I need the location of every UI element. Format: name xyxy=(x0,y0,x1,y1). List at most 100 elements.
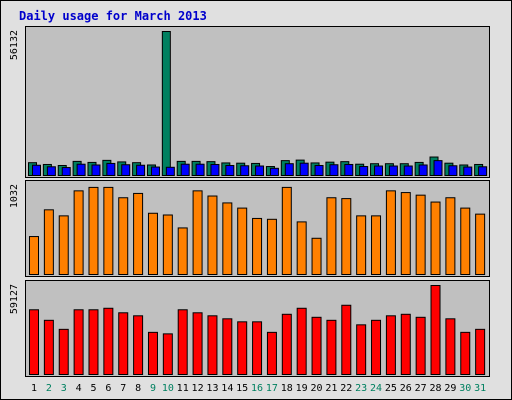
pages-bar xyxy=(445,197,456,275)
kbytes-bar xyxy=(475,328,486,375)
pages-bar xyxy=(252,217,263,276)
pages-axis-max-label: 1032 xyxy=(9,184,20,208)
day-tick-label: 11 xyxy=(177,383,189,394)
files-bar xyxy=(180,163,190,177)
pages-bar xyxy=(43,209,54,275)
day-tick-label: 28 xyxy=(429,383,441,394)
pages-bar xyxy=(341,198,352,275)
files-bar xyxy=(106,162,116,176)
files-bar xyxy=(388,165,398,176)
files-bar xyxy=(448,165,458,177)
day-tick-label: 5 xyxy=(90,383,96,394)
kbytes-bar xyxy=(207,315,218,376)
day-tick-label: 14 xyxy=(221,383,233,394)
kbytes-bar xyxy=(415,316,426,375)
pages-bar xyxy=(281,186,292,276)
files-bar xyxy=(165,166,175,176)
day-tick-label: 26 xyxy=(400,383,412,394)
kbytes-bar xyxy=(162,333,173,376)
kbytes-bar xyxy=(192,312,203,376)
files-bar xyxy=(32,164,41,177)
pages-bar xyxy=(103,186,114,276)
hits-bar xyxy=(161,31,171,176)
pages-bar xyxy=(177,227,188,276)
files-bar xyxy=(195,163,205,177)
files-bar xyxy=(240,165,250,177)
files-bar xyxy=(91,164,101,176)
files-bar xyxy=(329,164,339,177)
kbytes-bar xyxy=(445,318,456,376)
pages-bar xyxy=(133,192,144,276)
kbytes-bar xyxy=(58,328,69,375)
chart-title: Daily usage for March 2013 xyxy=(19,9,207,23)
kbytes-bar xyxy=(296,307,307,375)
files-bar xyxy=(210,163,220,176)
kbytes-bar xyxy=(266,331,277,375)
hits-axis-max-label: 56132 xyxy=(9,30,20,60)
day-tick-label: 17 xyxy=(266,383,278,394)
pages-bar xyxy=(118,197,129,275)
files-bar xyxy=(374,165,384,176)
pages-bar xyxy=(237,207,248,275)
day-tick-label: 10 xyxy=(162,383,174,394)
kbytes-axis-max-label: 59127 xyxy=(9,284,20,314)
day-tick-label: 2 xyxy=(46,383,52,394)
files-bar xyxy=(478,166,488,177)
pages-bar xyxy=(475,213,486,276)
kbytes-bar xyxy=(73,309,84,375)
files-bar xyxy=(463,166,473,176)
pages-bar xyxy=(326,197,337,275)
pages-bar xyxy=(192,190,203,275)
kbytes-bar xyxy=(177,309,188,375)
pages-bar xyxy=(73,190,84,275)
kbytes-bar xyxy=(147,331,158,375)
day-tick-label: 19 xyxy=(296,383,308,394)
day-tick-label: 21 xyxy=(325,383,337,394)
pages-bar xyxy=(356,215,367,275)
day-tick-label: 3 xyxy=(61,383,67,394)
day-tick-label: 8 xyxy=(135,383,141,394)
kbytes-bar xyxy=(118,312,129,376)
files-bar xyxy=(150,166,160,176)
files-bar xyxy=(403,165,413,176)
kbytes-bar xyxy=(311,316,322,375)
day-tick-label: 29 xyxy=(444,383,456,394)
files-bar xyxy=(284,163,294,177)
day-tick-label: 16 xyxy=(251,383,263,394)
files-bar xyxy=(46,166,56,177)
day-tick-label: 12 xyxy=(192,383,204,394)
files-bar xyxy=(299,162,309,177)
kbytes-bar xyxy=(281,313,292,375)
pages-bar xyxy=(311,237,322,275)
day-tick-label: 27 xyxy=(415,383,427,394)
day-tick-label: 31 xyxy=(474,383,486,394)
kbytes-bar xyxy=(88,309,99,375)
day-tick-label: 30 xyxy=(459,383,471,394)
pages-bar xyxy=(371,215,382,275)
pages-bar xyxy=(88,186,99,276)
files-bar xyxy=(61,167,71,177)
day-tick-label: 4 xyxy=(76,383,82,394)
kbytes-bar xyxy=(29,309,39,375)
kbytes-bar xyxy=(400,313,411,375)
day-tick-label: 9 xyxy=(150,383,156,394)
day-tick-label: 25 xyxy=(385,383,397,394)
kbytes-bar xyxy=(326,319,337,375)
pages-bar xyxy=(147,212,158,275)
kbytes-bar xyxy=(133,315,144,376)
kbytes-bar xyxy=(43,319,54,375)
kbytes-bar xyxy=(460,331,471,375)
day-tick-label: 6 xyxy=(105,383,111,394)
kbytes-bar xyxy=(356,324,367,376)
kbytes-bar xyxy=(252,321,263,376)
kbytes-bar xyxy=(341,304,352,375)
day-tick-label: 23 xyxy=(355,383,367,394)
pages-bar xyxy=(222,202,233,276)
pages-bar xyxy=(58,215,69,275)
pages-bar xyxy=(385,190,396,275)
day-tick-label: 1 xyxy=(31,383,37,394)
files-bar xyxy=(76,163,86,177)
files-bar xyxy=(121,164,131,177)
files-bar xyxy=(359,166,369,176)
